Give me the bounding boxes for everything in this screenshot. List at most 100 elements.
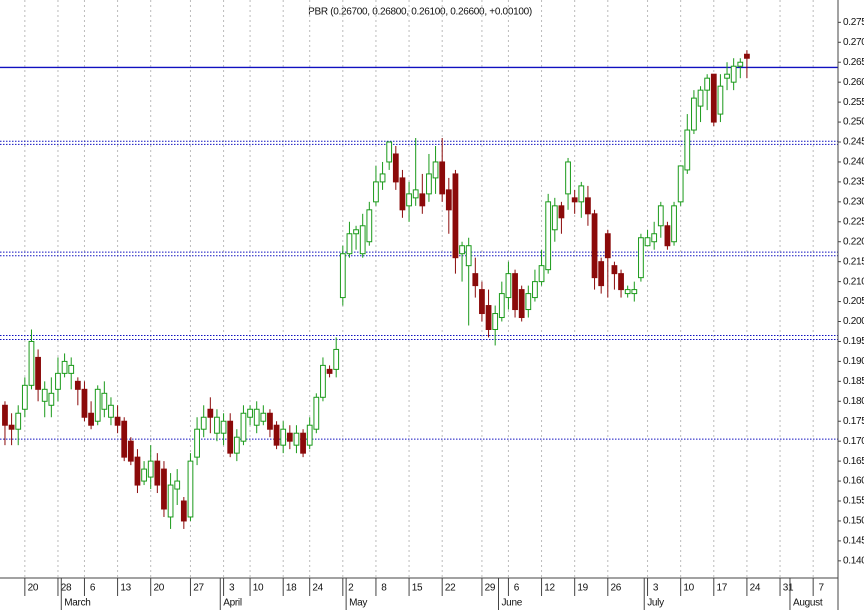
candle-body (512, 273, 518, 311)
y-tick-label: 0.160 (843, 476, 864, 487)
candle-body (717, 85, 724, 115)
candle-body (320, 364, 326, 398)
x-tick-label: 15 (412, 583, 423, 594)
candle-body (737, 61, 744, 67)
candle-body (565, 161, 571, 195)
chart-title: PBR (0.26700, 0.26800, 0.26100, 0.26600,… (308, 7, 532, 18)
candle-body (214, 416, 220, 434)
candle-body (21, 384, 28, 410)
x-tick-label: 22 (445, 583, 456, 594)
x-tick-label: 10 (683, 583, 694, 594)
candle-body (293, 432, 300, 446)
candle-body (710, 73, 717, 123)
candle-body (558, 205, 565, 219)
candle-body (2, 404, 8, 426)
candle-body (657, 205, 664, 227)
y-tick-label: 0.275 (843, 17, 864, 28)
candle-body (174, 480, 181, 490)
candle-body (300, 432, 306, 454)
x-tick-label: 29 (485, 583, 496, 594)
y-tick-label: 0.240 (843, 157, 864, 168)
candle-body (101, 392, 108, 410)
candle-body (187, 460, 194, 518)
y-tick-label: 0.250 (843, 117, 864, 128)
candle-body (452, 173, 459, 259)
x-tick-label: 18 (286, 583, 297, 594)
candle-body (525, 293, 532, 311)
candle-body (48, 392, 55, 406)
y-tick-label: 0.180 (843, 396, 864, 407)
candle-body (15, 412, 22, 430)
candle-body (585, 197, 591, 215)
y-tick-label: 0.150 (843, 516, 864, 527)
candle-body (379, 173, 386, 183)
x-tick-label: 12 (544, 583, 555, 594)
candle-body (724, 73, 730, 79)
x-tick-label: 19 (577, 583, 588, 594)
candle-body (730, 65, 737, 83)
candle-body (691, 97, 697, 131)
x-tick-label: 2 (348, 583, 354, 594)
candle-body (114, 416, 121, 426)
y-tick-label: 0.175 (843, 416, 864, 427)
candle-body (161, 468, 167, 510)
x-tick-label: 3 (653, 583, 659, 594)
candle-body (744, 53, 750, 59)
y-tick-label: 0.140 (843, 555, 864, 566)
candle-body (518, 289, 525, 319)
candle-body (35, 356, 41, 390)
y-tick-label: 0.245 (843, 137, 864, 148)
candle-body (154, 460, 161, 486)
candle-body (618, 273, 624, 291)
candle-body (671, 205, 677, 243)
candle-body (704, 77, 711, 91)
candle-body (273, 424, 280, 446)
candle-body (55, 372, 61, 390)
candle-body (81, 388, 88, 418)
y-tick-label: 0.270 (843, 37, 864, 48)
candle-body (677, 165, 684, 203)
y-tick-label: 0.265 (843, 57, 864, 68)
x-tick-label: 26 (611, 583, 622, 594)
candle-body (353, 229, 359, 235)
candle-body (591, 213, 598, 279)
y-tick-label: 0.215 (843, 256, 864, 267)
candle-body (551, 205, 558, 231)
candle-body (445, 189, 452, 211)
x-tick-label: 24 (750, 583, 761, 594)
candle-body (598, 261, 605, 287)
candle-body (465, 245, 472, 267)
candle-body (432, 161, 439, 179)
candle-body (200, 416, 207, 430)
candle-body (419, 193, 426, 207)
candle-body (406, 193, 412, 207)
x-tick-label: 8 (381, 583, 387, 594)
y-tick-label: 0.220 (843, 236, 864, 247)
y-tick-label: 0.190 (843, 356, 864, 367)
month-label: June (501, 598, 522, 609)
x-tick-label: 13 (120, 583, 131, 594)
y-tick-label: 0.260 (843, 77, 864, 88)
candle-body (386, 141, 393, 163)
y-tick-label: 0.185 (843, 376, 864, 387)
candle-body (61, 360, 68, 374)
candle-body (333, 348, 340, 370)
candle-body (651, 233, 658, 243)
candle-body (373, 181, 379, 203)
candle-body (141, 468, 147, 482)
candle-body (412, 189, 419, 199)
month-label: March (64, 598, 90, 609)
candle-body (638, 237, 644, 279)
candle-body (604, 233, 611, 259)
candle-body (227, 420, 234, 454)
candle-body (479, 289, 485, 315)
x-tick-label: 20 (28, 583, 39, 594)
x-tick-label: 10 (253, 583, 264, 594)
x-tick-label: 6 (514, 583, 520, 594)
candle-body (644, 237, 651, 247)
candle-body (545, 201, 552, 271)
candle-body (280, 428, 287, 446)
candle-body (306, 424, 313, 446)
candle-body (8, 424, 15, 430)
